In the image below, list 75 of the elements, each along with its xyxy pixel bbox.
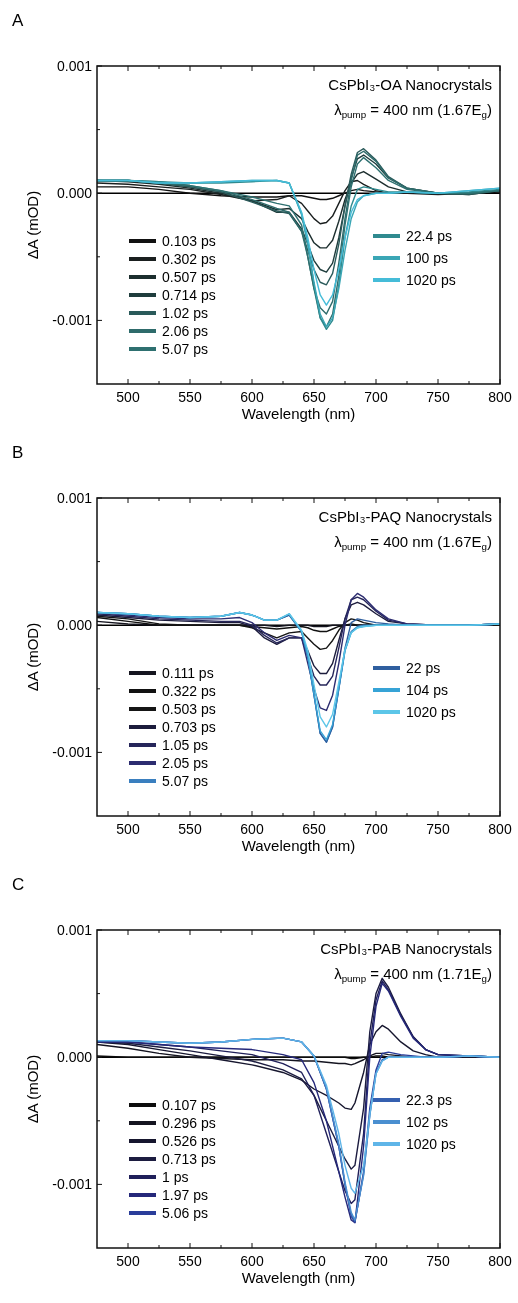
legend-label: 1020 ps <box>406 272 456 288</box>
x-tick-label: 500 <box>116 1253 140 1269</box>
legend-label: 0.507 ps <box>162 269 216 285</box>
legend-label: 2.05 ps <box>162 755 208 771</box>
x-tick-label: 800 <box>488 389 512 405</box>
annotation: CsPbI₃-PAB Nanocrystals <box>320 940 492 957</box>
legend-label: 0.503 ps <box>162 701 216 717</box>
y-tick-label: 0.001 <box>56 58 93 74</box>
y-axis-title: ΔA (mOD) <box>24 190 41 260</box>
y-tick-label: 0.000 <box>56 1049 93 1066</box>
x-tick-label: 750 <box>426 389 450 405</box>
x-tick-label: 500 <box>116 821 140 837</box>
x-tick-label: 600 <box>240 389 264 405</box>
legend-label: 5.07 ps <box>162 773 208 789</box>
chart-title: B <box>12 443 24 462</box>
y-tick-label: 0.001 <box>56 922 93 938</box>
x-tick-label: 750 <box>426 1253 450 1269</box>
legend-label: 100 ps <box>406 250 449 266</box>
legend-label: 0.296 ps <box>162 1115 216 1131</box>
y-tick-label: -0.001 <box>52 312 93 329</box>
y-tick-label: 0.001 <box>56 490 93 506</box>
legend-label: 1.05 ps <box>162 737 208 753</box>
x-tick-label: 650 <box>302 821 326 837</box>
annotation: CsPbI₃-OA Nanocrystals <box>328 76 492 93</box>
legend-label: 22.3 ps <box>406 1092 452 1108</box>
legend-label: 1 ps <box>162 1169 189 1185</box>
chart-title: C <box>12 875 25 894</box>
x-tick-label: 650 <box>302 389 326 405</box>
y-tick-label: 0.000 <box>56 617 93 634</box>
legend-label: 1020 ps <box>406 1136 456 1152</box>
x-tick-label: 800 <box>488 1253 512 1269</box>
annotation: λ$_{pump}$ = 400 nm (1.67E$_{g}$) <box>334 533 492 552</box>
legend-label: 0.111 ps <box>162 665 214 681</box>
x-tick-label: 700 <box>364 821 388 837</box>
annotation: CsPbI₃-PAQ Nanocrystals <box>318 508 492 525</box>
y-axis-title: ΔA (mOD) <box>24 622 41 692</box>
legend-label: 0.322 ps <box>162 683 216 699</box>
x-axis-title: Wavelength (nm) <box>241 837 356 854</box>
x-axis-title: Wavelength (nm) <box>241 405 356 422</box>
x-tick-label: 550 <box>178 821 202 837</box>
legend-label: 0.103 ps <box>162 233 216 249</box>
legend-label: 5.07 ps <box>162 341 208 357</box>
legend-label: 1.02 ps <box>162 305 208 321</box>
y-axis-title: ΔA (mOD) <box>24 1054 41 1124</box>
legend-label: 0.713 ps <box>162 1151 216 1167</box>
legend-label: 0.714 ps <box>162 287 216 303</box>
x-tick-label: 500 <box>116 389 140 405</box>
legend-label: 102 ps <box>406 1114 449 1130</box>
x-tick-label: 600 <box>240 1253 264 1269</box>
x-tick-label: 650 <box>302 1253 326 1269</box>
x-tick-label: 700 <box>364 1253 388 1269</box>
legend-label: 0.107 ps <box>162 1097 216 1113</box>
x-tick-label: 700 <box>364 389 388 405</box>
legend-label: 0.302 ps <box>162 251 216 267</box>
legend-label: 22.4 ps <box>406 228 452 244</box>
legend-label: 5.06 ps <box>162 1205 208 1221</box>
y-tick-label: 0.000 <box>56 185 93 202</box>
legend-label: 0.703 ps <box>162 719 216 735</box>
legend-label: 22 ps <box>406 660 441 676</box>
legend-label: 2.06 ps <box>162 323 208 339</box>
y-tick-label: -0.001 <box>52 744 93 761</box>
annotation: λ$_{pump}$ = 400 nm (1.67E$_{g}$) <box>334 101 492 120</box>
chart-title: A <box>12 11 24 30</box>
legend-label: 1020 ps <box>406 704 456 720</box>
x-axis-title: Wavelength (nm) <box>241 1269 356 1286</box>
x-tick-label: 600 <box>240 821 264 837</box>
x-tick-label: 550 <box>178 389 202 405</box>
annotation: λ$_{pump}$ = 400 nm (1.71E$_{g}$) <box>334 965 492 984</box>
y-tick-label: -0.001 <box>52 1176 93 1193</box>
legend-label: 104 ps <box>406 682 449 698</box>
legend-label: 0.526 ps <box>162 1133 216 1149</box>
x-tick-label: 750 <box>426 821 450 837</box>
legend-label: 1.97 ps <box>162 1187 208 1203</box>
x-tick-label: 800 <box>488 821 512 837</box>
x-tick-label: 550 <box>178 1253 202 1269</box>
